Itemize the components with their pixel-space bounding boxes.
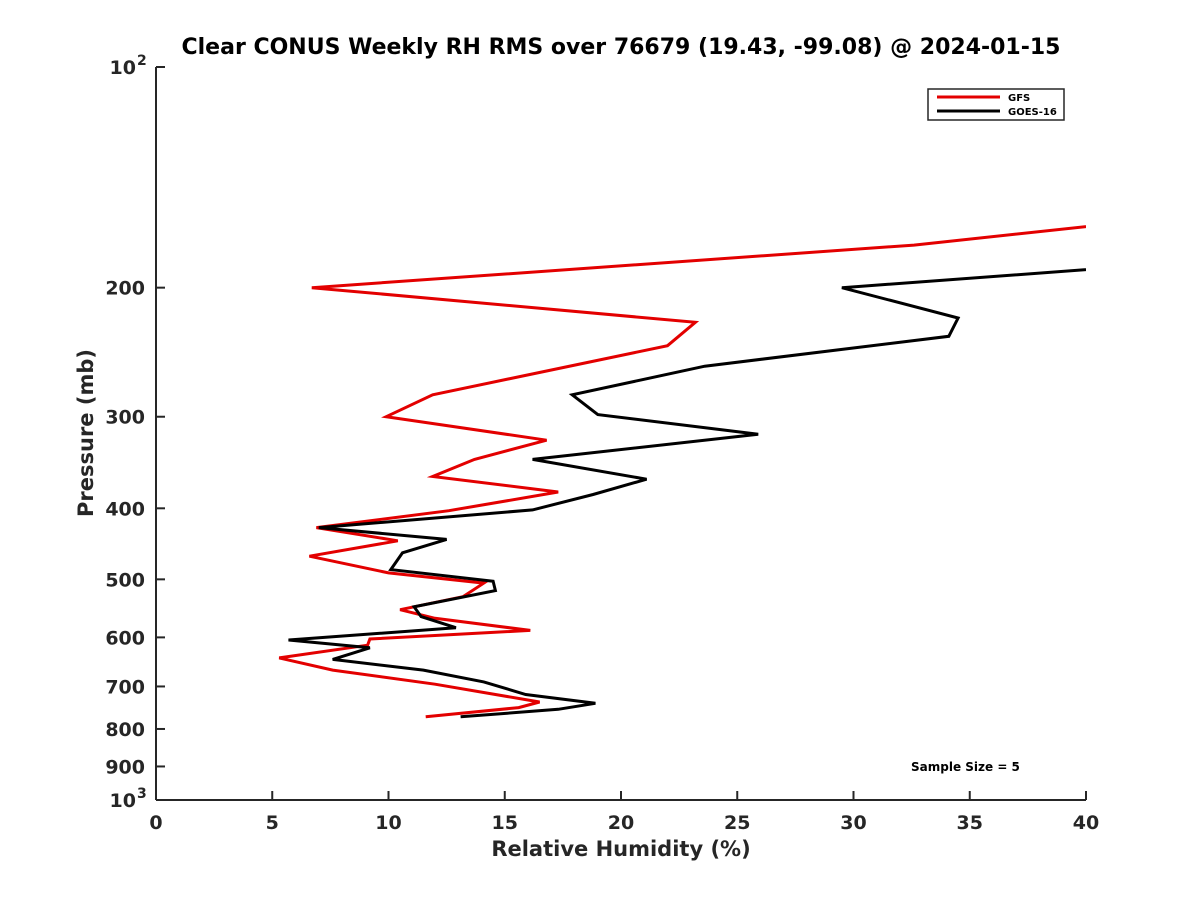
chart-title: Clear CONUS Weekly RH RMS over 76679 (19… — [182, 35, 1061, 60]
y-tick-label: 400 — [105, 498, 145, 520]
x-tick-label: 35 — [957, 812, 983, 834]
x-tick-label: 30 — [840, 812, 866, 834]
series-line-goes-16 — [288, 268, 1086, 719]
x-axis-title: Relative Humidity (%) — [491, 837, 750, 861]
y-tick-exponent: 3 — [137, 786, 147, 802]
y-tick-label: 200 — [105, 278, 145, 300]
series-layer — [278, 225, 1086, 719]
y-tick-label: 600 — [105, 627, 145, 649]
sample-size-annotation: Sample Size = 5 — [911, 760, 1020, 774]
x-tick-label: 15 — [492, 812, 518, 834]
legend-label-gfs: GFS — [1008, 93, 1030, 104]
y-axis-title: Pressure (mb) — [74, 349, 98, 517]
y-tick-exponent: 2 — [137, 53, 147, 69]
y-tick-label: 500 — [105, 569, 145, 591]
y-tick-label: 700 — [105, 676, 145, 698]
x-tick-label: 5 — [266, 812, 279, 834]
y-tick-label: 300 — [105, 407, 145, 429]
y-tick-label: 10 — [110, 790, 136, 812]
x-tick-label: 25 — [724, 812, 750, 834]
y-tick-label: 900 — [105, 756, 145, 778]
x-tick-label: 20 — [608, 812, 634, 834]
axes — [155, 67, 1086, 801]
x-tick-label: 0 — [149, 812, 162, 834]
x-ticks: 0 5 10 15 20 25 30 35 40 — [149, 791, 1099, 834]
legend: GFS GOES-16 — [927, 88, 1065, 121]
legend-box — [927, 88, 1065, 121]
x-tick-label: 40 — [1073, 812, 1099, 834]
legend-label-goes-16: GOES-16 — [1008, 107, 1057, 118]
y-tick-label: 10 — [110, 57, 136, 79]
x-tick-label: 10 — [375, 812, 401, 834]
y-tick-label: 800 — [105, 719, 145, 741]
series-line-gfs — [278, 225, 1086, 719]
